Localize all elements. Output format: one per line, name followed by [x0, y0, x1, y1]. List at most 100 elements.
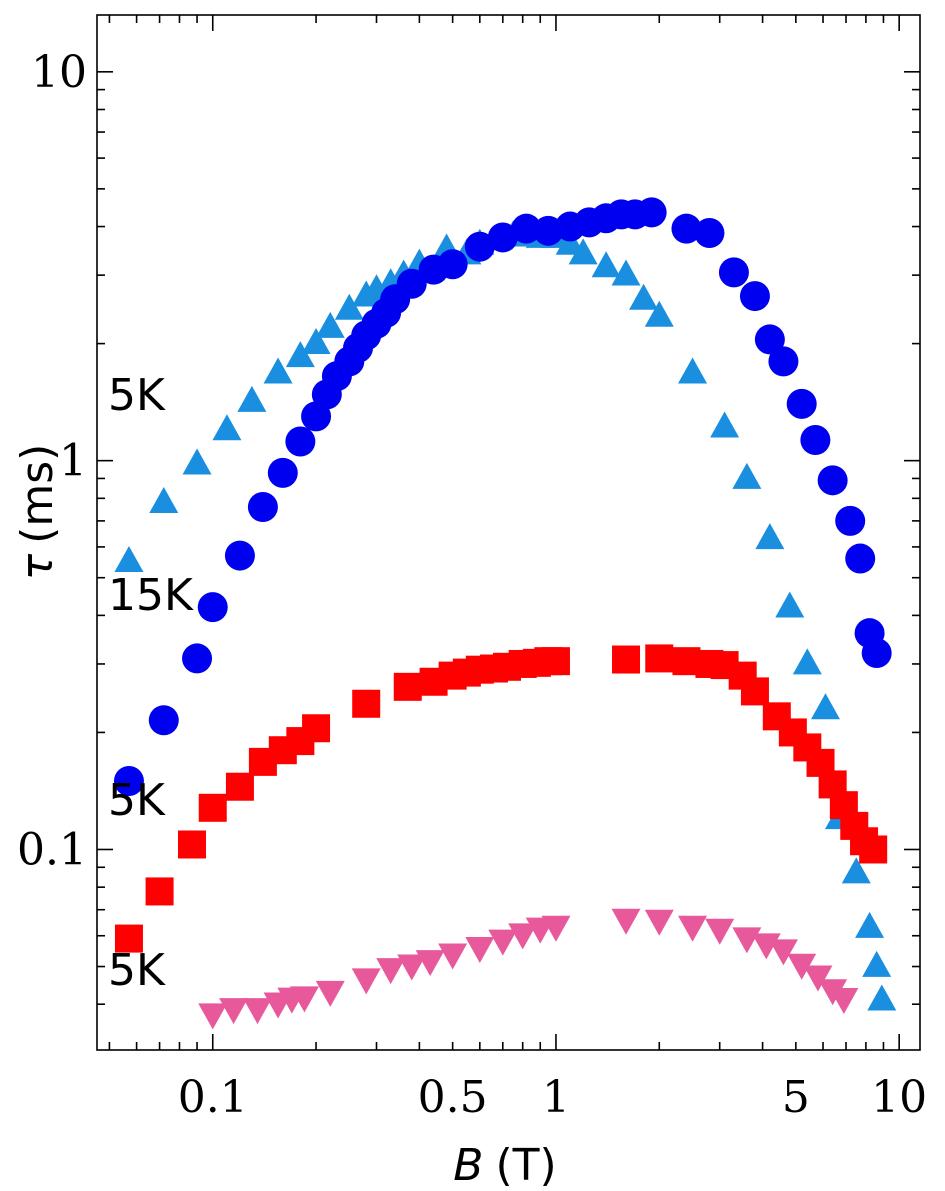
- circle-point: [197, 592, 228, 623]
- triangle-up-point: [334, 293, 364, 320]
- circle-point: [113, 766, 144, 797]
- triangle-down-point: [644, 909, 674, 936]
- triangle-down-point: [351, 968, 381, 995]
- triangle-down-point: [678, 915, 708, 942]
- annotation-5k-red: 5K: [108, 775, 166, 826]
- circle-point: [754, 324, 785, 355]
- square-point: [859, 835, 888, 864]
- circle-point: [861, 638, 892, 669]
- triangle-up-point: [149, 487, 179, 514]
- x-tick-label: 5: [782, 1072, 810, 1123]
- triangle-up-point: [591, 251, 621, 278]
- annotation-5k-pink: 5K: [108, 945, 166, 996]
- circle-point: [718, 257, 749, 288]
- circle-point: [285, 426, 316, 457]
- x-axis-title: B (T): [453, 1140, 556, 1191]
- triangle-up-point: [212, 414, 242, 441]
- plot-frame-group: [96, 14, 921, 1051]
- triangle-up-point: [568, 238, 598, 265]
- y-tick-label: 0.1: [17, 824, 87, 875]
- square-point: [645, 644, 674, 673]
- x-tick-label: 0.1: [178, 1072, 248, 1123]
- circle-point: [768, 346, 799, 377]
- circle-point: [636, 197, 667, 228]
- triangle-down-point: [488, 929, 518, 956]
- y-tick-label: 1: [59, 436, 87, 487]
- triangle-down-point: [397, 954, 427, 981]
- triangle-up-point: [862, 950, 892, 977]
- triangle-down-point: [376, 958, 406, 985]
- circle-point: [247, 491, 278, 522]
- square-point: [145, 877, 174, 906]
- triangle-down-point: [768, 939, 798, 966]
- circle-point: [224, 540, 255, 571]
- series-circle: [113, 197, 892, 797]
- circle-point: [437, 249, 468, 280]
- square-point: [612, 645, 641, 674]
- circle-point: [182, 643, 213, 674]
- triangle-down-point: [705, 918, 735, 945]
- triangle-up-point: [792, 648, 822, 675]
- triangle-up-point: [237, 385, 267, 412]
- triangle-up-point: [315, 311, 345, 338]
- triangle-up-point: [644, 300, 674, 327]
- triangle-up-point: [555, 228, 585, 255]
- square-point: [114, 924, 143, 953]
- circle-point: [396, 268, 427, 299]
- square-point: [352, 689, 381, 718]
- circle-point: [464, 231, 495, 262]
- triangle-up-point: [263, 357, 293, 384]
- y-axis-title: τ(ms): [12, 444, 63, 581]
- circle-point: [511, 213, 542, 244]
- circle-point: [800, 425, 831, 456]
- x-tick-label: 1: [542, 1072, 570, 1123]
- square-point: [740, 677, 769, 706]
- triangle-up-point: [855, 911, 885, 938]
- triangle-down-point: [289, 986, 319, 1013]
- triangle-up-point: [285, 341, 315, 368]
- triangle-up-point: [182, 448, 212, 475]
- circle-point: [671, 213, 702, 244]
- circle-point: [817, 465, 848, 496]
- triangle-down-point: [803, 965, 833, 992]
- triangle-up-point: [611, 259, 641, 286]
- triangle-up-point: [755, 523, 785, 550]
- square-point: [302, 714, 331, 743]
- triangle-down-point: [787, 953, 817, 980]
- triangle-down-point: [541, 915, 571, 942]
- square-point: [225, 772, 254, 801]
- triangle-down-point: [438, 943, 468, 970]
- circle-point: [845, 543, 876, 574]
- annotation-15k: 15K: [108, 570, 194, 621]
- data-marks-group: [113, 197, 897, 1030]
- triangle-up-point: [841, 857, 871, 884]
- triangle-down-point: [219, 998, 249, 1025]
- series-square: [114, 644, 888, 953]
- series-triangle-down: [198, 908, 859, 1030]
- triangle-up-point: [867, 984, 897, 1011]
- circle-point: [786, 388, 817, 419]
- triangle-down-point: [415, 950, 445, 977]
- triangle-up-point: [810, 693, 840, 720]
- ticks-group: 0.1 0.5 1 5 10 0.1 1 10: [17, 15, 927, 1123]
- triangle-down-point: [198, 1003, 228, 1030]
- triangle-up-point: [775, 591, 805, 618]
- triangle-down-point: [611, 908, 641, 935]
- annotation-5k-light-blue: 5K: [108, 370, 166, 421]
- circle-point: [148, 705, 179, 736]
- circle-point: [267, 457, 298, 488]
- square-point: [541, 647, 570, 676]
- circle-point: [694, 218, 725, 249]
- triangle-down-point: [465, 936, 495, 963]
- plot-frame: [96, 14, 921, 1051]
- triangle-up-point: [114, 546, 144, 573]
- circle-point: [835, 505, 866, 536]
- square-point: [393, 672, 422, 701]
- triangle-up-point: [732, 462, 762, 489]
- square-point: [177, 830, 206, 859]
- triangle-down-point: [242, 998, 272, 1025]
- triangle-up-point: [629, 283, 659, 310]
- circle-point: [487, 222, 518, 253]
- triangle-up-point: [678, 357, 708, 384]
